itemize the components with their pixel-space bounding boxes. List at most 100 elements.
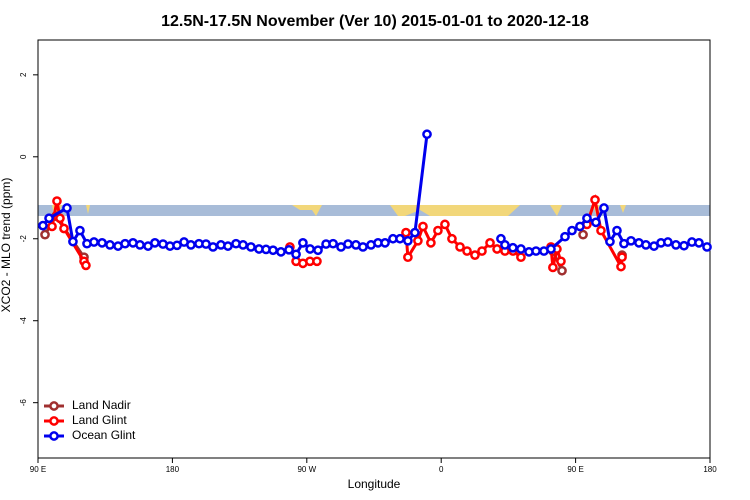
data-point [590,194,600,205]
data-point [403,235,413,246]
data-point [208,242,218,252]
data-point [516,252,526,263]
ocean-band [38,205,710,216]
data-point [616,261,626,272]
data-point [328,238,338,249]
data-point [663,237,673,247]
data-point [508,242,518,253]
data-point [403,252,413,263]
data-point [582,213,592,224]
data-point [546,244,556,254]
data-point [55,213,65,224]
data-point [380,238,390,248]
data-point [626,235,636,246]
y-tick-label: -4 [19,317,28,325]
data-point [44,213,54,224]
data-point [150,238,160,248]
x-tick-label: 180 [703,465,717,474]
legend-label: Land Glint [72,413,127,427]
y-axis-label: XCO2 - MLO trend (ppm) [0,178,13,313]
legend-swatch-marker [49,431,59,441]
data-point [223,241,233,251]
chart-title: 12.5N-17.5N November (Ver 10) 2015-01-01… [161,13,589,30]
data-point [40,229,50,240]
land-band [52,205,626,216]
data-point [470,250,480,260]
legend-swatch-marker [49,401,59,411]
data-point [38,220,48,231]
data-point [599,203,609,213]
data-point [596,225,606,236]
data-point [68,236,78,247]
legend-swatch-marker [49,416,59,426]
data-point [567,225,577,236]
x-tick-label: 90 W [297,465,316,474]
data-point [560,231,570,242]
y-tick-label: -6 [19,399,28,407]
data-point [268,245,278,256]
data-point [422,129,432,140]
data-point [694,238,704,248]
data-point [284,244,294,255]
data-point [455,242,465,252]
data-point [500,240,510,250]
data-point [298,238,308,248]
y-tick-label: 0 [19,154,28,159]
data-point [413,235,423,246]
data-point [395,233,405,244]
data-point [343,239,353,249]
surface-band [38,205,710,216]
data-point [52,196,62,206]
data-point [105,240,115,250]
data-point [492,244,502,254]
data-point [556,256,566,267]
series-line [41,134,708,257]
data-point [447,233,457,244]
data-point [276,247,286,257]
x-tick-label: 90 E [567,465,583,474]
data-point [81,260,91,271]
data-point [47,221,57,232]
data-point [59,223,69,234]
x-tick-label: 90 E [30,465,46,474]
data-point [358,242,368,252]
data-point [75,225,85,236]
data-point [516,244,526,254]
data-point [313,245,323,256]
data-point [246,242,256,252]
data-point [485,238,495,248]
data-point [62,203,72,213]
data-point [305,244,315,254]
data-point [591,217,601,228]
data-point [575,221,585,232]
data-point [89,237,99,247]
data-point [612,225,622,236]
x-axis-label: Longitude [348,477,401,491]
data-point [312,256,322,267]
data-point [605,236,615,247]
data-point [410,227,420,238]
y-tick-label: -2 [19,235,28,243]
data-point [186,240,196,250]
data-point [578,229,588,240]
data-point [291,249,301,260]
data-point [418,221,428,232]
data-point [531,246,541,256]
data-point [97,238,107,248]
data-point [702,242,712,252]
data-point [557,265,567,276]
data-point [238,240,248,250]
data-point [641,240,651,250]
data-point [135,240,145,250]
data-point [440,219,450,230]
y-tick-label: 2 [19,72,28,77]
x-tick-label: 0 [439,465,444,474]
legend-label: Land Nadir [72,398,131,412]
data-point [462,246,472,256]
data-point [433,225,443,236]
data-point [679,240,689,251]
data-point [120,238,130,249]
